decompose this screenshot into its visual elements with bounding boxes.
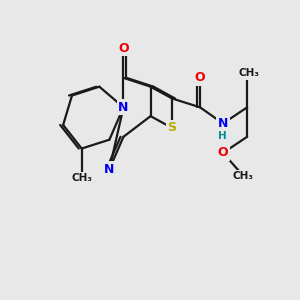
Text: CH₃: CH₃: [71, 173, 92, 183]
Text: O: O: [218, 146, 228, 159]
Text: N: N: [118, 101, 129, 114]
Text: CH₃: CH₃: [232, 172, 253, 182]
Text: O: O: [195, 71, 206, 84]
Text: N: N: [104, 163, 115, 176]
Text: O: O: [118, 42, 129, 55]
Text: S: S: [168, 122, 177, 134]
Text: N: N: [218, 117, 228, 130]
Text: H: H: [218, 131, 227, 141]
Text: CH₃: CH₃: [238, 68, 259, 78]
